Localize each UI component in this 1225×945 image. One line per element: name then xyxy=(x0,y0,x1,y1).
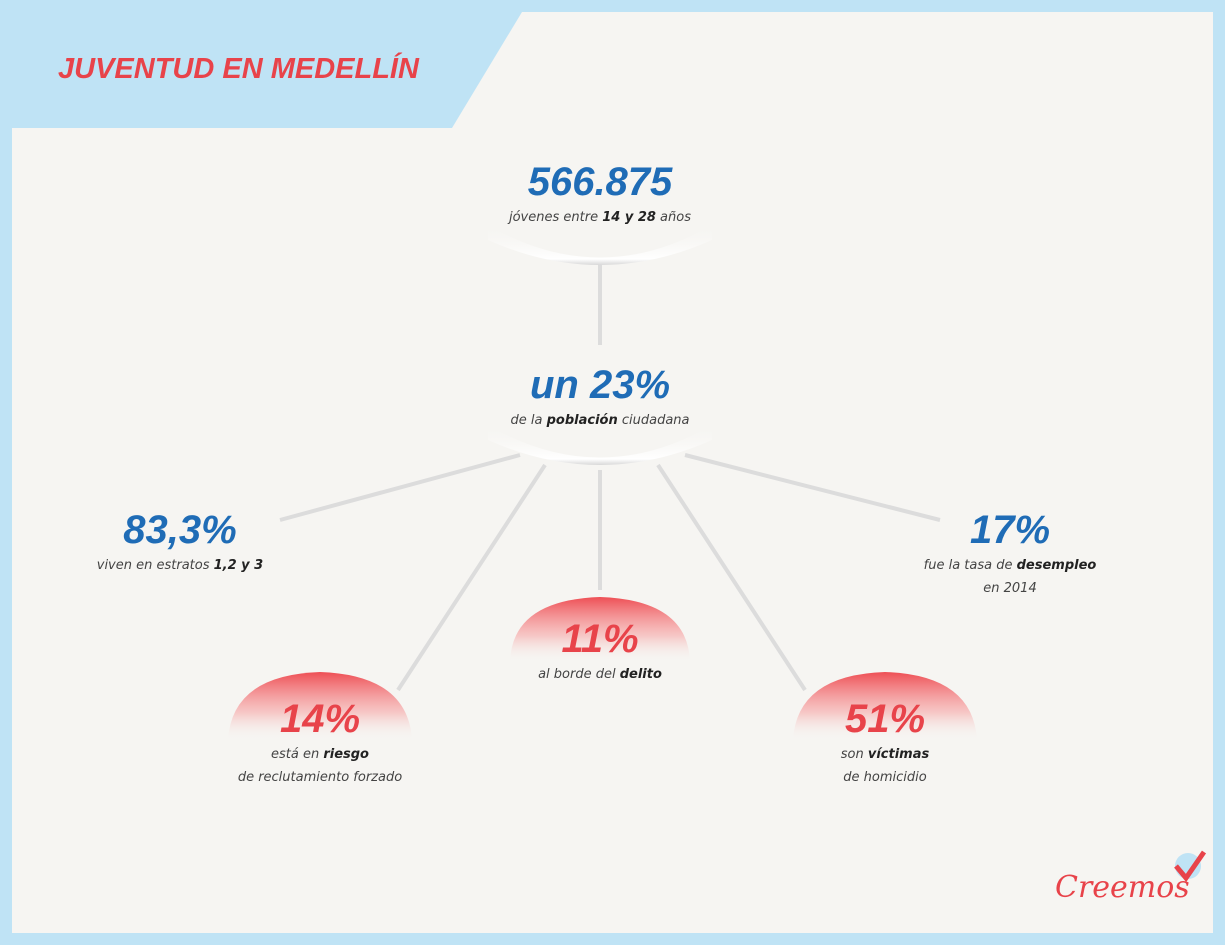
text-run: está en xyxy=(271,747,323,762)
logo: Creemos xyxy=(1055,850,1207,905)
text-run: de homicidio xyxy=(843,770,926,785)
emphasis: desempleo xyxy=(1017,558,1097,573)
node-description: de homicidio xyxy=(843,770,926,785)
emphasis: víctimas xyxy=(868,747,930,762)
emphasis: 14 y 28 xyxy=(602,210,656,225)
connector xyxy=(684,453,941,522)
node-description: son víctimas xyxy=(841,747,930,762)
text-run: al borde del xyxy=(538,667,620,682)
panel xyxy=(12,12,1213,933)
title: JUVENTUD EN MEDELLÍN xyxy=(58,52,420,85)
text-run: de reclutamiento forzado xyxy=(238,770,402,785)
text-run: son xyxy=(841,747,868,762)
logo-text: Creemos xyxy=(1055,870,1190,905)
dome xyxy=(510,597,690,662)
text-run: ciudadana xyxy=(618,413,690,428)
node-value: 566.875 xyxy=(528,160,673,204)
emphasis: 1,2 y 3 xyxy=(214,558,264,573)
node-description: de la población ciudadana xyxy=(511,413,690,428)
text-run: en 2014 xyxy=(983,581,1036,596)
node-value: 83,3% xyxy=(123,508,236,552)
connectors xyxy=(279,262,941,692)
node-description: está en riesgo xyxy=(271,747,369,762)
logo-check xyxy=(1174,850,1207,883)
node-value: 51% xyxy=(845,697,925,741)
node-value: un 23% xyxy=(530,363,670,407)
node-description: fue la tasa de desempleo xyxy=(924,558,1097,573)
text-run: jóvenes entre xyxy=(507,210,602,225)
node-value: 11% xyxy=(561,617,638,661)
connector xyxy=(279,453,521,522)
dome xyxy=(793,672,977,740)
title-banner xyxy=(12,12,522,128)
node-base xyxy=(488,425,712,465)
node-description: viven en estratos 1,2 y 3 xyxy=(97,558,263,573)
node-value: 17% xyxy=(970,508,1050,552)
text-run: años xyxy=(656,210,691,225)
emphasis: riesgo xyxy=(323,747,369,762)
node-description: jóvenes entre 14 y 28 años xyxy=(507,210,691,225)
dome xyxy=(228,672,412,740)
connector xyxy=(396,463,547,692)
node-value: 14% xyxy=(280,697,360,741)
text-run: de la xyxy=(511,413,547,428)
node-description: de reclutamiento forzado xyxy=(238,770,402,785)
connector xyxy=(656,463,807,692)
text-run: viven en estratos xyxy=(97,558,214,573)
node-base xyxy=(488,225,712,265)
node-description: en 2014 xyxy=(983,581,1036,596)
emphasis: población xyxy=(546,413,618,428)
node-description: al borde del delito xyxy=(538,667,662,682)
emphasis: delito xyxy=(620,667,662,682)
text-run: fue la tasa de xyxy=(924,558,1017,573)
